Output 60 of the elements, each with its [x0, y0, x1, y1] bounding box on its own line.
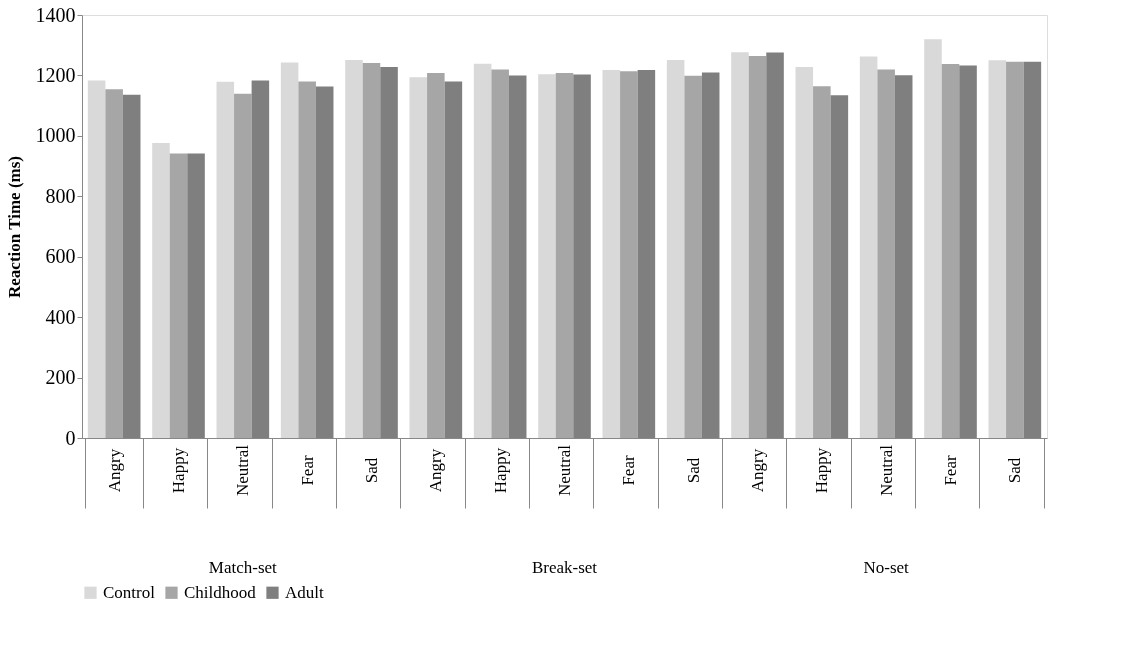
- bar: [216, 81, 235, 438]
- bar: [538, 74, 556, 438]
- y-tick-label: 400: [45, 305, 76, 328]
- x-tick-label: Angry: [426, 448, 446, 493]
- y-tick-label: 200: [45, 366, 76, 389]
- y-tick-label: 1200: [35, 63, 76, 86]
- bar: [924, 39, 942, 438]
- text: No-set: [863, 558, 910, 577]
- bar: [813, 86, 831, 438]
- y-axis-title: Reaction Time (ms): [4, 156, 24, 298]
- x-tick-label: Happy: [169, 447, 188, 494]
- x-tick-label: Happy: [812, 447, 832, 494]
- y-tick-label: 0: [65, 426, 76, 449]
- bar: [748, 56, 767, 438]
- bar: [105, 89, 123, 438]
- bar: [941, 63, 960, 438]
- bar: [427, 73, 445, 438]
- bar: [859, 56, 878, 438]
- bar: [234, 93, 252, 438]
- bar: [345, 60, 363, 438]
- bar: [620, 71, 638, 438]
- y-tick-label: 1400: [35, 3, 76, 26]
- y-tick-label: 800: [45, 184, 76, 207]
- x-tick-label: Neutral: [876, 444, 896, 496]
- y-tick-label: 600: [45, 245, 76, 268]
- bar: [877, 69, 895, 438]
- x-tick-label: Angry: [104, 448, 124, 493]
- bar: [152, 143, 170, 438]
- bar: [1006, 61, 1024, 438]
- text: Match-set: [208, 558, 278, 577]
- bar: [87, 80, 106, 438]
- x-tick-label: Neutral: [555, 444, 574, 496]
- bar: [988, 60, 1007, 438]
- bar: [795, 66, 814, 438]
- bar: [362, 63, 381, 438]
- bar: [731, 52, 749, 438]
- bar: [491, 69, 509, 438]
- x-tick-label: Neutral: [233, 444, 253, 496]
- text: Break-set: [531, 558, 598, 577]
- legend-label: Adult: [285, 582, 324, 602]
- bar: [602, 69, 621, 438]
- x-tick-label: Sad: [1005, 457, 1025, 484]
- x-tick-label: Fear: [297, 455, 317, 486]
- x-tick-label: Fear: [619, 455, 639, 486]
- legend-label: Childhood: [184, 582, 257, 602]
- bar: [280, 62, 299, 438]
- bar: [169, 153, 188, 438]
- legend-label: Control: [103, 582, 156, 602]
- y-tick-label: 1000: [35, 124, 76, 147]
- bar: [684, 75, 702, 438]
- bar: [555, 73, 574, 438]
- bar: [298, 81, 316, 438]
- bar: [666, 60, 685, 438]
- bar: [473, 63, 492, 438]
- x-tick-label: Angry: [748, 448, 767, 493]
- x-tick-label: Sad: [362, 457, 381, 484]
- bar: [409, 77, 428, 438]
- x-tick-label: Happy: [490, 447, 510, 494]
- x-tick-label: Sad: [683, 457, 703, 484]
- x-tick-label: Fear: [941, 455, 960, 486]
